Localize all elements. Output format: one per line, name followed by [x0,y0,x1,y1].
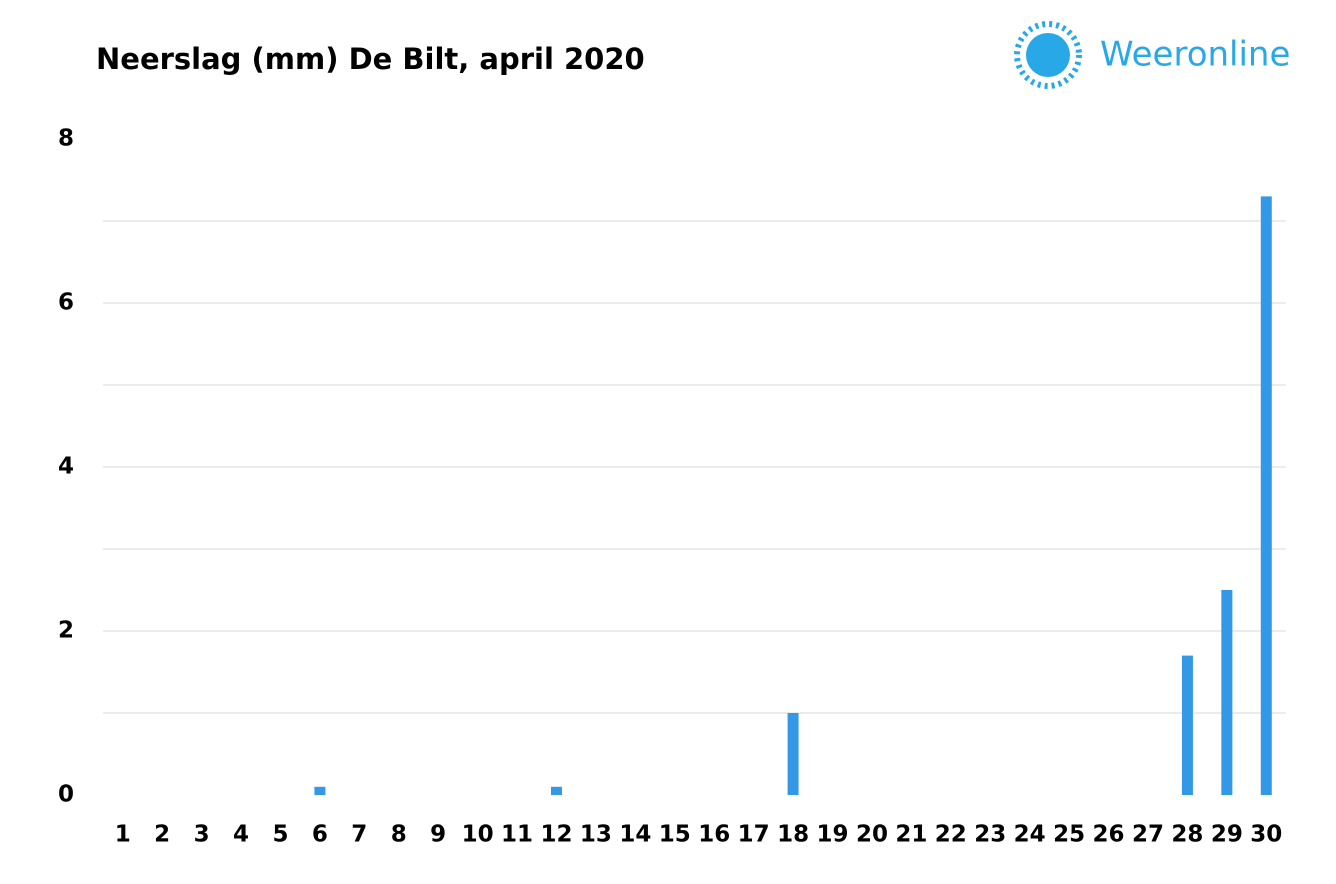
x-tick-label: 11 [501,822,533,848]
logo-rays [1014,21,1082,89]
x-tick-label: 5 [272,822,288,848]
x-tick-label: 13 [580,822,612,848]
x-tick-label: 25 [1053,822,1085,848]
bar [787,713,799,795]
x-tick-label: 1 [115,822,131,848]
y-tick-label: 0 [58,782,74,808]
y-tick-label: 2 [58,618,74,644]
x-tick-label: 26 [1093,822,1125,848]
x-tick-label: 8 [391,822,407,848]
logo: Weeronline [1014,21,1290,89]
x-tick-label: 7 [351,822,367,848]
x-tick-label: 18 [777,822,809,848]
x-tick-label: 24 [1014,822,1046,848]
x-tick-label: 22 [935,822,967,848]
x-tick-label: 30 [1250,822,1282,848]
x-tick-label: 10 [462,822,494,848]
logo-text: Weeronline [1100,35,1290,75]
bar [1221,590,1233,795]
x-tick-label: 20 [856,822,888,848]
x-tick-label: 23 [974,822,1006,848]
x-tick-label: 19 [817,822,849,848]
x-tick-label: 17 [738,822,770,848]
x-tick-label: 4 [233,822,249,848]
x-tick-label: 6 [312,822,328,848]
y-tick-label: 6 [58,290,74,316]
bar [1260,196,1272,795]
x-tick-label: 27 [1132,822,1164,848]
x-tick-label: 29 [1211,822,1243,848]
x-tick-label: 2 [154,822,170,848]
x-tick-label: 21 [895,822,927,848]
bar [550,786,562,795]
x-tick-label: 15 [659,822,691,848]
x-tick-label: 16 [698,822,730,848]
y-tick-label: 8 [58,126,74,152]
chart-title: Neerslag (mm) De Bilt, april 2020 [96,42,645,76]
x-tick-label: 9 [430,822,446,848]
x-tick-label: 14 [619,822,651,848]
x-tick-label: 28 [1171,822,1203,848]
x-tick-label: 12 [540,822,572,848]
bar [314,786,326,795]
logo-sun [1026,33,1070,77]
x-tick-label: 3 [194,822,210,848]
bar [1181,655,1193,795]
y-tick-label: 4 [58,454,74,480]
